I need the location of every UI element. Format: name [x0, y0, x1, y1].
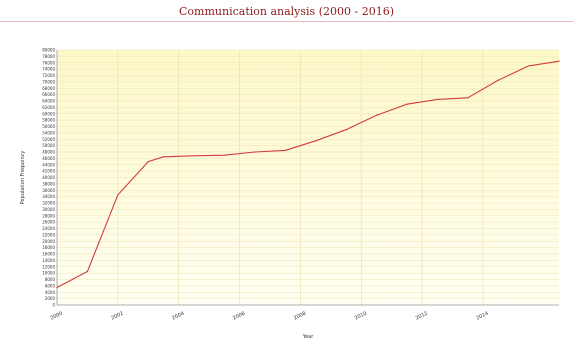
y-tick-label: 28000	[42, 213, 55, 218]
y-tick-label: 60000	[42, 111, 55, 116]
y-tick-label: 78000	[42, 54, 55, 59]
data-point	[436, 98, 438, 101]
y-tick-label: 0	[52, 303, 55, 308]
y-tick-label: 20000	[42, 239, 55, 244]
x-tick-label: 2008	[293, 311, 307, 322]
title-divider	[0, 21, 573, 22]
data-point	[345, 129, 347, 131]
data-point	[223, 154, 225, 156]
data-point	[527, 65, 530, 67]
y-tick-label: 58000	[42, 118, 55, 123]
data-point	[284, 149, 286, 152]
y-tick-label: 80000	[42, 48, 55, 53]
y-tick-label: 12000	[42, 264, 55, 269]
y-tick-label: 6000	[45, 283, 56, 288]
data-point	[558, 60, 560, 62]
x-tick-label: 2014	[475, 311, 489, 322]
data-point	[375, 114, 378, 116]
y-tick-label: 36000	[42, 188, 55, 193]
y-tick-label: 70000	[42, 79, 55, 84]
x-tick-label: 2012	[415, 311, 429, 322]
y-tick-label: 22000	[42, 232, 55, 237]
y-tick-label: 14000	[42, 258, 55, 263]
chart-title: Communication analysis (2000 - 2016)	[179, 5, 394, 18]
y-tick-label: 32000	[42, 201, 55, 206]
y-tick-label: 42000	[42, 169, 55, 174]
data-point	[254, 151, 256, 153]
y-tick-label: 10000	[42, 271, 55, 276]
y-tick-label: 16000	[42, 252, 55, 257]
x-tick-label: 2010	[354, 311, 368, 322]
y-tick-label: 48000	[42, 150, 55, 155]
y-tick-label: 2000	[45, 296, 56, 301]
y-tick-label: 76000	[42, 60, 55, 65]
y-tick-label: 72000	[42, 73, 55, 78]
data-point	[162, 156, 165, 158]
y-tick-label: 4000	[45, 290, 56, 295]
y-tick-label: 34000	[42, 194, 55, 199]
x-tick-label: 2006	[232, 311, 246, 322]
x-tick-label: 2004	[171, 311, 185, 322]
y-tick-label: 50000	[42, 143, 55, 148]
y-tick-label: 62000	[42, 105, 55, 110]
y-tick-label: 44000	[42, 162, 55, 167]
y-tick-label: 30000	[42, 207, 55, 212]
y-tick-label: 52000	[42, 137, 55, 142]
data-point	[147, 160, 149, 163]
data-point	[406, 103, 408, 105]
y-tick-label: 56000	[42, 124, 55, 129]
x-axis-title: Year	[302, 334, 315, 340]
y-tick-label: 46000	[42, 156, 55, 161]
y-tick-label: 54000	[42, 130, 55, 135]
data-point	[86, 270, 89, 273]
y-tick-label: 66000	[42, 92, 55, 97]
data-point	[497, 79, 499, 81]
y-tick-label: 26000	[42, 220, 55, 225]
data-point	[315, 140, 317, 142]
y-tick-label: 8000	[45, 277, 56, 282]
data-point	[193, 155, 195, 157]
data-point	[56, 286, 58, 289]
y-axis-title: Population Frequency	[20, 151, 26, 205]
y-tick-label: 40000	[42, 175, 55, 180]
y-tick-label: 18000	[42, 245, 55, 250]
y-tick-label: 74000	[42, 67, 55, 72]
x-tick-label: 2000	[50, 311, 64, 322]
y-tick-label: 64000	[42, 99, 55, 104]
y-tick-label: 38000	[42, 181, 55, 186]
y-tick-label: 24000	[42, 226, 55, 231]
x-tick-label: 2002	[110, 311, 124, 322]
data-point	[467, 97, 469, 99]
data-point	[117, 194, 119, 196]
y-tick-label: 68000	[42, 86, 55, 91]
series-line	[56, 60, 560, 288]
